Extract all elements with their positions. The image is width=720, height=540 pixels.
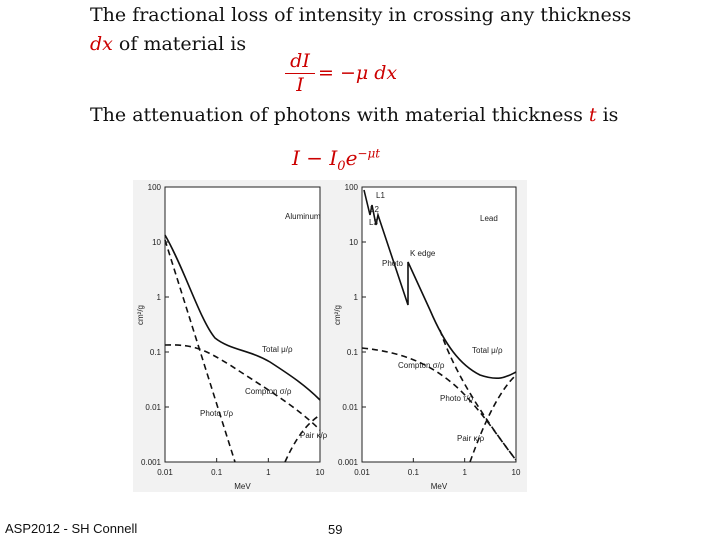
sub: 0 bbox=[337, 159, 346, 174]
annotation: Total μ/ρ bbox=[472, 346, 503, 355]
text: I − I bbox=[292, 146, 338, 170]
variable: t bbox=[588, 104, 597, 126]
curves bbox=[164, 189, 517, 463]
eq-den: I bbox=[296, 74, 304, 96]
x-tick-label: 1 bbox=[266, 468, 271, 477]
y-tick-label: 100 bbox=[345, 183, 359, 192]
photo-curve bbox=[439, 329, 517, 461]
text: of material is bbox=[112, 33, 247, 55]
x-tick-label: 10 bbox=[512, 468, 521, 477]
annotation: Photo bbox=[382, 259, 403, 268]
x-tick-label: 1 bbox=[462, 468, 467, 477]
variable: dx bbox=[90, 33, 113, 55]
eq-num: dI bbox=[290, 50, 310, 72]
annotation: Photo τ/ρ bbox=[440, 394, 474, 403]
annotation: Compton σ/ρ bbox=[398, 361, 445, 370]
y-tick-label: 0.001 bbox=[141, 458, 162, 467]
plot-frame bbox=[164, 186, 321, 463]
annotation: Compton σ/ρ bbox=[245, 387, 292, 396]
text-line: The fractional loss of intensity in cros… bbox=[90, 4, 632, 26]
total-curve bbox=[363, 189, 517, 379]
annotation: Pair κ/ρ bbox=[300, 431, 328, 440]
y-tick-label: 0.01 bbox=[342, 403, 358, 412]
pair-curve bbox=[469, 374, 517, 463]
annotation: Photo τ/ρ bbox=[200, 409, 234, 418]
eq2: I − I0e−μt bbox=[292, 146, 380, 174]
annotation: K edge bbox=[410, 249, 436, 258]
y-tick-label: 1 bbox=[157, 293, 162, 302]
total-curve bbox=[164, 234, 321, 401]
y-axis-label: cm²/g bbox=[333, 305, 342, 325]
footer-left: ASP2012 - SH Connell bbox=[5, 521, 138, 536]
text-line: The attenuation of photons with material… bbox=[90, 104, 618, 126]
annotation: L2 bbox=[370, 205, 379, 214]
x-tick-label: 0.01 bbox=[354, 468, 370, 477]
fraction-bar bbox=[285, 73, 315, 74]
text: e bbox=[345, 146, 358, 170]
sup: −μt bbox=[357, 146, 381, 161]
x-tick-label: 0.1 bbox=[408, 468, 420, 477]
y-tick-label: 1 bbox=[354, 293, 359, 302]
plot-frame bbox=[361, 186, 517, 463]
pair-curve bbox=[284, 414, 321, 463]
x-axis-label: MeV bbox=[234, 482, 251, 491]
text: The attenuation of photons with material… bbox=[90, 104, 589, 126]
x-axis-label: MeV bbox=[431, 482, 448, 491]
text: is bbox=[596, 104, 619, 126]
compton-curve bbox=[164, 344, 321, 431]
x-tick-label: 0.01 bbox=[157, 468, 173, 477]
photo-curve bbox=[164, 239, 236, 463]
x-tick-label: 10 bbox=[316, 468, 325, 477]
annotation: L3 bbox=[369, 218, 378, 227]
text-line: dx of material is bbox=[90, 33, 246, 55]
page-number: 59 bbox=[328, 522, 343, 537]
annotation: Total μ/ρ bbox=[262, 345, 293, 354]
y-tick-label: 0.1 bbox=[150, 348, 162, 357]
compton-curve bbox=[361, 347, 517, 461]
y-tick-label: 0.001 bbox=[338, 458, 359, 467]
y-tick-label: 0.1 bbox=[347, 348, 359, 357]
y-tick-label: 0.01 bbox=[145, 403, 161, 412]
y-axis-label: cm²/g bbox=[136, 305, 145, 325]
eq-rhs: = −μ dx bbox=[318, 62, 398, 84]
x-tick-label: 0.1 bbox=[211, 468, 223, 477]
y-tick-label: 10 bbox=[152, 238, 161, 247]
annotation: L1 bbox=[376, 191, 385, 200]
y-tick-label: 100 bbox=[148, 183, 162, 192]
annotation: Lead bbox=[480, 214, 498, 223]
y-tick-label: 10 bbox=[349, 238, 358, 247]
annotation: Pair κ/ρ bbox=[457, 434, 485, 443]
annotation: Aluminum bbox=[285, 212, 321, 221]
